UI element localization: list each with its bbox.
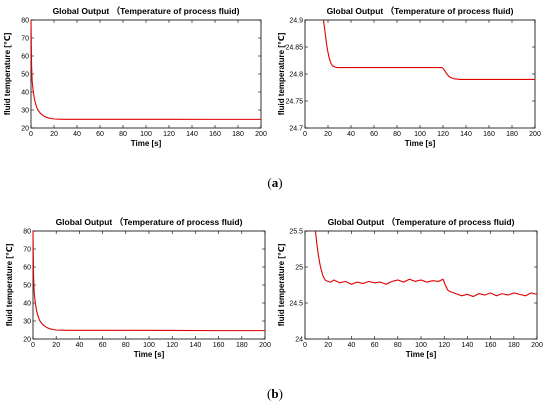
series-line (32, 230, 265, 332)
x-tick-label: 20 (50, 131, 58, 138)
y-tick-label: 25.5 (289, 229, 303, 236)
x-tick-label: 80 (394, 342, 402, 349)
y-tick-label: 60 (21, 54, 29, 61)
plot-frame (32, 230, 266, 340)
y-tick-label: 24.8 (289, 72, 303, 79)
chart-title: Global Output （Temperature of process fl… (56, 217, 243, 227)
y-tick-label: 24.85 (285, 45, 303, 52)
y-tick-label: 70 (21, 36, 29, 43)
y-tick-label: 20 (23, 337, 31, 344)
x-axis-label: Time [s] (405, 139, 436, 148)
y-tick-label: 40 (21, 90, 29, 97)
x-tick-label: 40 (348, 342, 356, 349)
y-tick-label: 30 (23, 319, 31, 326)
x-tick-label: 60 (96, 131, 104, 138)
x-tick-label: 0 (303, 342, 307, 349)
x-tick-label: 80 (122, 342, 130, 349)
panel-letter-b: b (271, 386, 278, 401)
y-tick-label: 24.9 (289, 18, 303, 25)
x-tick-label: 180 (236, 342, 248, 349)
y-axis-label: fluid temperature [℃] (277, 32, 286, 115)
chart-bottom-right: Global Output （Temperature of process fl… (277, 217, 543, 359)
y-axis-label: fluid temperature [℃] (277, 243, 286, 326)
x-tick-label: 120 (437, 131, 449, 138)
x-tick-label: 40 (73, 131, 81, 138)
x-axis-label: Time [s] (406, 350, 437, 359)
x-tick-label: 60 (370, 131, 378, 138)
x-tick-label: 100 (414, 131, 426, 138)
x-tick-label: 80 (393, 131, 401, 138)
x-tick-label: 120 (166, 342, 178, 349)
chart-top-left: Global Output （Temperature of process fl… (3, 6, 267, 148)
x-tick-label: 200 (259, 342, 271, 349)
series-line (314, 230, 538, 298)
x-tick-label: 120 (438, 342, 450, 349)
y-tick-label: 20 (21, 126, 29, 133)
x-tick-label: 140 (460, 131, 472, 138)
x-tick-label: 140 (186, 131, 198, 138)
panel-label-a: (a) (267, 175, 282, 190)
x-tick-label: 160 (485, 342, 497, 349)
plot-frame (30, 19, 262, 129)
x-tick-label: 0 (303, 131, 307, 138)
x-tick-label: 20 (324, 342, 332, 349)
x-axis-label: Time [s] (134, 350, 165, 359)
x-tick-label: 160 (483, 131, 495, 138)
x-tick-label: 200 (255, 131, 267, 138)
y-tick-label: 30 (21, 108, 29, 115)
x-tick-label: 200 (529, 131, 541, 138)
x-tick-label: 0 (31, 342, 35, 349)
chart-bottom-left: Global Output （Temperature of process fl… (5, 217, 271, 359)
y-axis-label: fluid temperature [℃] (3, 32, 12, 115)
x-tick-label: 20 (52, 342, 60, 349)
x-tick-label: 60 (371, 342, 379, 349)
x-tick-label: 20 (324, 131, 332, 138)
y-tick-label: 24.75 (285, 99, 303, 106)
y-tick-label: 80 (21, 18, 29, 25)
x-tick-label: 0 (29, 131, 33, 138)
y-tick-label: 50 (21, 72, 29, 79)
y-tick-label: 24.5 (289, 301, 303, 308)
x-tick-label: 180 (232, 131, 244, 138)
y-tick-label: 24.7 (289, 126, 303, 133)
x-tick-label: 160 (213, 342, 225, 349)
panel-letter-a: a (272, 175, 279, 190)
x-tick-label: 80 (119, 131, 127, 138)
y-tick-label: 50 (23, 283, 31, 290)
x-tick-label: 40 (76, 342, 84, 349)
plot-frame (304, 19, 536, 129)
y-tick-label: 24 (295, 337, 303, 344)
plot-frame (304, 230, 538, 340)
y-tick-label: 25 (295, 265, 303, 272)
y-tick-label: 70 (23, 247, 31, 254)
x-tick-label: 160 (209, 131, 221, 138)
x-tick-label: 140 (462, 342, 474, 349)
y-tick-label: 60 (23, 265, 31, 272)
series-line (322, 19, 535, 80)
x-axis-label: Time [s] (131, 139, 162, 148)
x-tick-label: 100 (143, 342, 155, 349)
chart-top-right: Global Output （Temperature of process fl… (277, 6, 541, 148)
x-tick-label: 60 (99, 342, 107, 349)
x-tick-label: 100 (140, 131, 152, 138)
chart-title: Global Output （Temperature of process fl… (328, 217, 515, 227)
y-tick-label: 40 (23, 301, 31, 308)
chart-title: Global Output （Temperature of process fl… (327, 6, 514, 16)
x-tick-label: 140 (190, 342, 202, 349)
x-tick-label: 180 (508, 342, 520, 349)
x-tick-label: 200 (531, 342, 543, 349)
x-tick-label: 100 (415, 342, 427, 349)
y-axis-label: fluid temperature [℃] (5, 243, 14, 326)
x-tick-label: 120 (163, 131, 175, 138)
y-tick-label: 80 (23, 229, 31, 236)
panel-label-b: (b) (267, 386, 283, 401)
chart-title: Global Output （Temperature of process fl… (53, 6, 240, 16)
x-tick-label: 40 (347, 131, 355, 138)
series-line (30, 19, 261, 120)
x-tick-label: 180 (506, 131, 518, 138)
